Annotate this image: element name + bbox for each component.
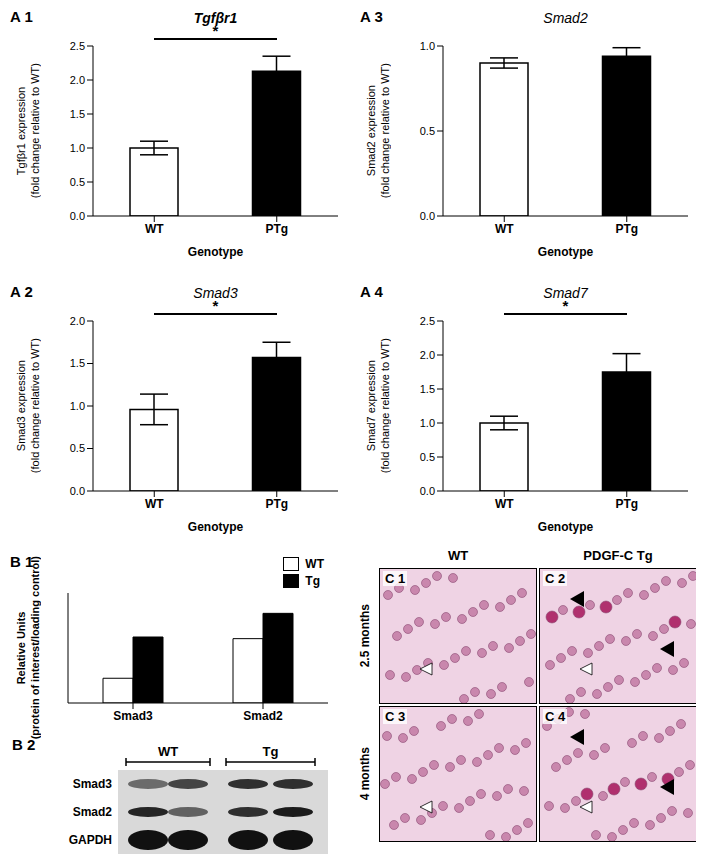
html-text:Smad7: Smad7 [543, 285, 588, 301]
svg-text:Smad3: Smad3 [113, 709, 153, 723]
svg-text:0.5: 0.5 [70, 176, 85, 188]
svg-text:Genotype: Genotype [538, 245, 594, 259]
html-text:Relative Units: Relative Units [15, 611, 27, 685]
svg-text:Smad3: Smad3 [73, 777, 113, 791]
svg-text:0.0: 0.0 [420, 485, 435, 497]
html-text:A 1: A 1 [10, 8, 33, 25]
svg-text:1.0: 1.0 [70, 400, 85, 412]
html-text:C 3: C 3 [385, 709, 406, 724]
svg-text:2.5: 2.5 [70, 40, 85, 52]
html-text:WT: WT [305, 557, 324, 571]
svg-text:0.5: 0.5 [420, 125, 435, 137]
html-text:(fold change relative to WT): (fold change relative to WT) [379, 63, 391, 199]
html-text:Smad7 expression: Smad7 expression [365, 360, 377, 452]
svg-text:WT: WT [145, 497, 164, 511]
svg-text:Genotype: Genotype [188, 520, 244, 534]
html-text:Smad2 expression: Smad2 expression [365, 85, 377, 177]
svg-text:Tg: Tg [263, 744, 279, 759]
html-text:Smad3: Smad3 [193, 285, 238, 301]
html-text:Smad2: Smad2 [543, 10, 588, 26]
svg-text:WT: WT [495, 497, 514, 511]
svg-text:2.0: 2.0 [420, 349, 435, 361]
svg-text:PTg: PTg [265, 497, 288, 511]
svg-text:1.0: 1.0 [70, 142, 85, 154]
html-text:Tgfβr1 expression: Tgfβr1 expression [15, 86, 27, 176]
svg-text:0.0: 0.0 [70, 210, 85, 222]
svg-text:0.5: 0.5 [70, 442, 85, 454]
html-text:(protein of interest/loading c: (protein of interest/loading control) [29, 556, 41, 740]
html-text:4 months: 4 months [358, 747, 372, 801]
html-text:Smad3 expression: Smad3 expression [15, 360, 27, 452]
html-text:(fold change relative to WT): (fold change relative to WT) [29, 63, 41, 199]
svg-text:0.0: 0.0 [420, 210, 435, 222]
html-text:C 4: C 4 [545, 709, 566, 724]
svg-text:2.0: 2.0 [70, 315, 85, 327]
html-text:A 3: A 3 [360, 8, 383, 25]
svg-text:PTg: PTg [615, 222, 638, 236]
svg-text:GAPDH: GAPDH [69, 833, 112, 847]
svg-text:0.5: 0.5 [420, 451, 435, 463]
html-text:A 4: A 4 [360, 283, 383, 300]
svg-text:2.0: 2.0 [70, 74, 85, 86]
html-text:A 2: A 2 [10, 283, 33, 300]
html-text:Tgfβr1: Tgfβr1 [193, 10, 238, 26]
svg-text:WT: WT [158, 744, 178, 759]
html-text:C 1: C 1 [385, 571, 406, 586]
svg-text:1.5: 1.5 [420, 383, 435, 395]
html-text:2.5 months: 2.5 months [358, 604, 372, 668]
html-text:B 1: B 1 [10, 553, 34, 570]
svg-text:PTg: PTg [265, 222, 288, 236]
svg-text:WT: WT [495, 222, 514, 236]
svg-text:Genotype: Genotype [188, 245, 244, 259]
svg-text:1.0: 1.0 [420, 40, 435, 52]
html-text:C 2: C 2 [545, 571, 566, 586]
html-text:Tg: Tg [305, 574, 320, 588]
svg-text:Smad2: Smad2 [243, 709, 283, 723]
svg-text:1.0: 1.0 [420, 417, 435, 429]
svg-text:1.5: 1.5 [70, 357, 85, 369]
svg-text:1.5: 1.5 [70, 108, 85, 120]
html-text:PDGF-C Tg: PDGF-C Tg [583, 548, 653, 563]
svg-text:Genotype: Genotype [538, 520, 594, 534]
html-text:(fold change relative to WT): (fold change relative to WT) [29, 338, 41, 474]
svg-text:0.0: 0.0 [70, 485, 85, 497]
html-text:WT: WT [447, 548, 469, 563]
svg-text:PTg: PTg [615, 497, 638, 511]
svg-text:2.5: 2.5 [420, 315, 435, 327]
svg-text:WT: WT [145, 222, 164, 236]
html-text:(fold change relative to WT): (fold change relative to WT) [379, 338, 391, 474]
svg-text:Smad2: Smad2 [73, 805, 113, 819]
svg-text:B 2: B 2 [12, 736, 35, 753]
